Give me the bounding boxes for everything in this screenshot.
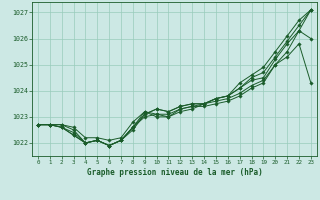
X-axis label: Graphe pression niveau de la mer (hPa): Graphe pression niveau de la mer (hPa) — [86, 168, 262, 177]
